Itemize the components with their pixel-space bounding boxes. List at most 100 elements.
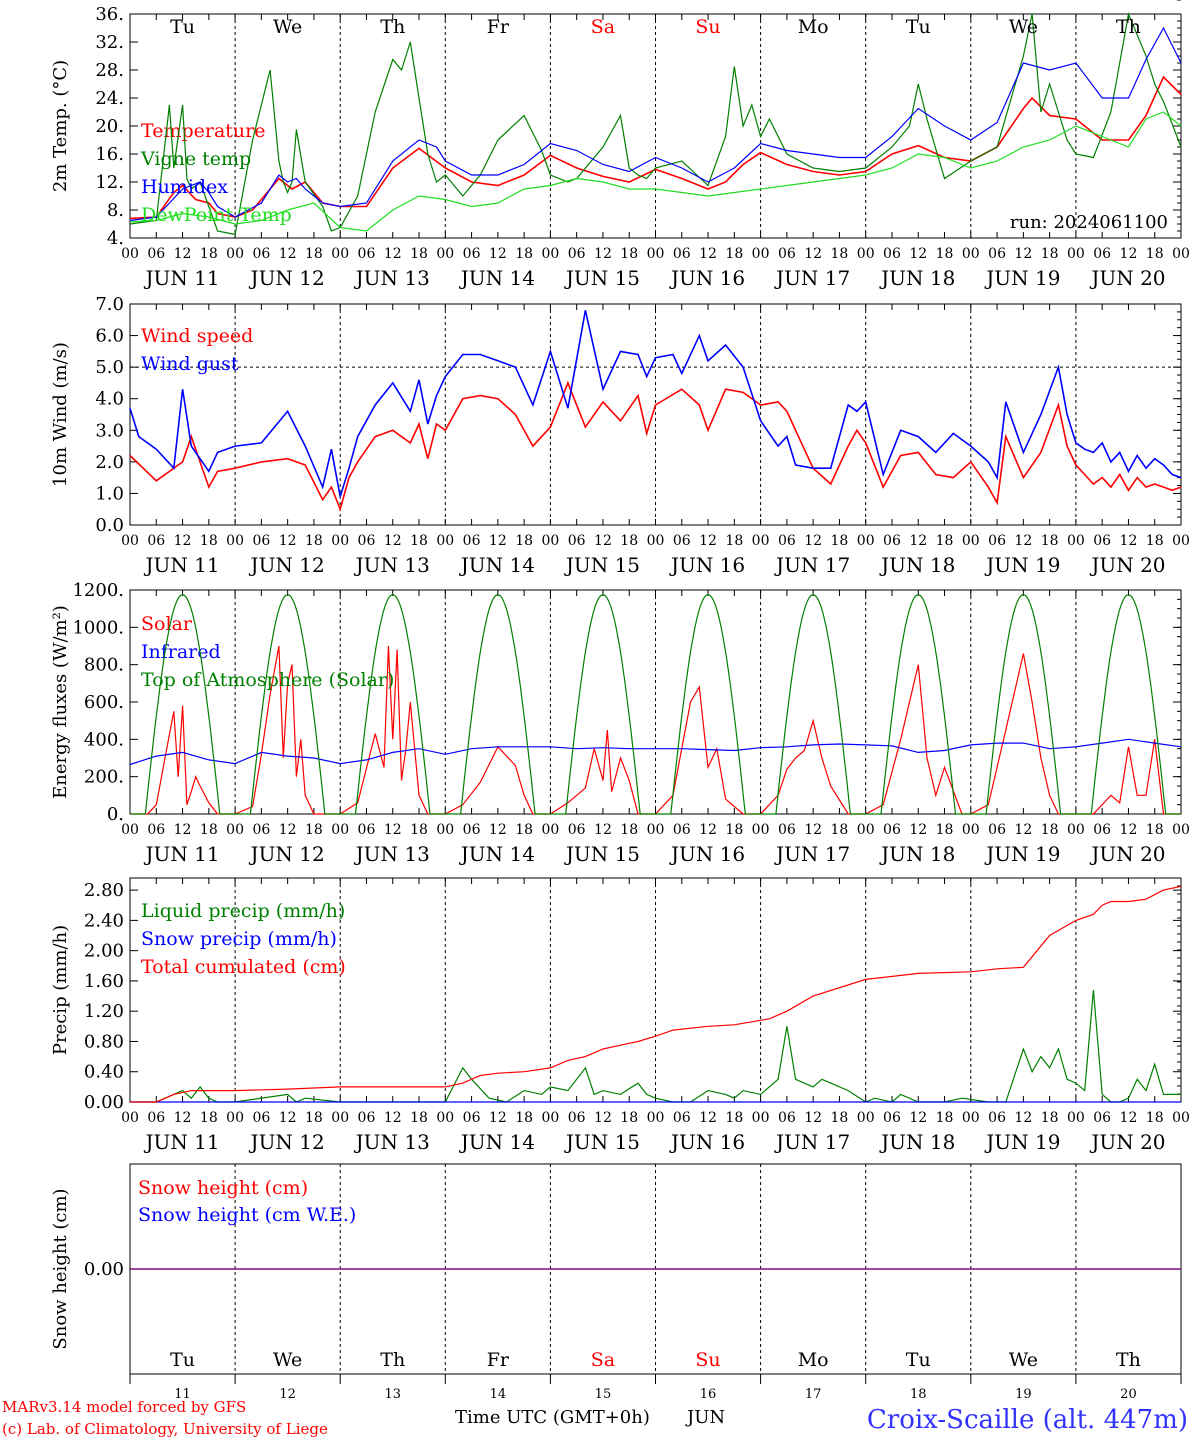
x-tick-label: 18 — [936, 246, 954, 262]
x-tick-label: 06 — [463, 822, 481, 838]
x-tick-label: 00 — [962, 533, 980, 549]
x-tick-label: 18 — [725, 1110, 743, 1126]
panel-2: 0.0 1.0 2.0 3.0 4.0 5.0 6.0 7.0 10m Wind (m/s) 00… — [50, 294, 1190, 577]
x-tick-label: 06 — [988, 533, 1006, 549]
date-label: JUN 16 — [669, 266, 745, 290]
x-tick-label: 12 — [489, 1110, 507, 1126]
date-label: JUN 13 — [354, 553, 430, 577]
x-tick-label: 00 — [331, 533, 349, 549]
x-tick-label: 18 — [200, 822, 218, 838]
date-label: JUN 12 — [249, 266, 325, 290]
x-tick-label: 06 — [988, 1110, 1006, 1126]
y-axis-label: 2m Temp. (°C) — [50, 60, 71, 192]
x-tick-label: 18 — [200, 533, 218, 549]
x-tick-label: 00 — [647, 246, 665, 262]
date-label: JUN 15 — [564, 266, 640, 290]
x-tick-label: 12 — [909, 1110, 927, 1126]
day-number-label: 14 — [490, 1387, 507, 1402]
date-label: JUN 19 — [984, 553, 1060, 577]
x-tick-label: 18 — [725, 822, 743, 838]
date-label: JUN 18 — [879, 553, 955, 577]
x-tick-label: 06 — [463, 246, 481, 262]
day-number-label: 16 — [700, 1387, 717, 1402]
y-axis-label: Snow height (cm) — [50, 1188, 71, 1349]
x-tick-label: 18 — [831, 246, 849, 262]
x-tick-label: 12 — [1120, 822, 1138, 838]
x-tick-label: 18 — [200, 246, 218, 262]
y-tick-label: 200. — [84, 767, 124, 788]
y-axis-label: Energy fluxes (W/m²) — [50, 605, 71, 799]
x-tick-label: 00 — [226, 822, 244, 838]
x-tick-label: 18 — [515, 246, 533, 262]
x-tick-label: 18 — [515, 533, 533, 549]
legend-entry: DewPoint Temp — [141, 204, 292, 226]
x-tick-label: 12 — [699, 822, 717, 838]
date-label: JUN 20 — [1089, 553, 1165, 577]
x-tick-label: 00 — [1067, 246, 1085, 262]
series-line-humidex — [129, 26, 1182, 222]
x-tick-label: 00 — [857, 1110, 875, 1126]
x-tick-label: 00 — [331, 1110, 349, 1126]
x-tick-label: 00 — [121, 822, 139, 838]
x-tick-label: 18 — [725, 246, 743, 262]
y-tick-label: 16. — [95, 144, 124, 165]
x-tick-label: 18 — [620, 822, 638, 838]
day-number-label: 11 — [174, 1387, 191, 1402]
y-tick-label: 2.40 — [84, 910, 124, 931]
x-tick-label: 12 — [174, 246, 192, 262]
x-tick-label: 00 — [1172, 822, 1190, 838]
y-tick-label: 36. — [95, 4, 124, 25]
x-axis-title: Time UTC (GMT+0h) — [455, 1407, 650, 1428]
x-tick-label: 00 — [541, 246, 559, 262]
y-tick-label: 2.00 — [84, 941, 124, 962]
x-tick-label: 18 — [305, 246, 323, 262]
panel-3: 0. 200. 400. 600. 800. 1000. 1200.Energy fluxe… — [50, 580, 1190, 866]
series-line-top-of-atmosphere-solar- — [130, 594, 1181, 815]
date-label: JUN 16 — [669, 842, 745, 866]
x-tick-label: 18 — [831, 822, 849, 838]
x-tick-label: 12 — [594, 822, 612, 838]
day-name-label: Tu — [906, 1349, 931, 1371]
x-tick-label: 12 — [1014, 822, 1032, 838]
x-tick-label: 18 — [1041, 1110, 1059, 1126]
date-label: JUN 17 — [774, 842, 850, 866]
x-tick-label: 06 — [673, 533, 691, 549]
x-tick-label: 00 — [121, 1110, 139, 1126]
x-tick-label: 06 — [252, 533, 270, 549]
y-tick-label: 5.0 — [95, 357, 124, 378]
x-tick-label: 12 — [279, 1110, 297, 1126]
legend-entry: Top of Atmosphere (Solar) — [141, 669, 394, 691]
date-label: JUN 13 — [354, 1130, 430, 1154]
x-tick-label: 06 — [778, 1110, 796, 1126]
day-name-label: Sa — [591, 16, 615, 38]
y-tick-label: 1.60 — [84, 971, 124, 992]
x-tick-label: 06 — [778, 246, 796, 262]
date-label: JUN 14 — [459, 1130, 535, 1154]
x-tick-label: 12 — [279, 246, 297, 262]
x-tick-label: 06 — [883, 1110, 901, 1126]
x-tick-label: 12 — [384, 822, 402, 838]
y-tick-label: 0.00 — [84, 1259, 124, 1280]
day-name-label: Th — [380, 16, 405, 38]
x-tick-label: 18 — [200, 1110, 218, 1126]
series-line-infrared — [129, 738, 1182, 766]
x-tick-label: 12 — [909, 822, 927, 838]
y-tick-label: 6.0 — [95, 326, 124, 347]
date-label: JUN 11 — [143, 842, 219, 866]
x-tick-label: 12 — [489, 822, 507, 838]
date-label: JUN 15 — [564, 553, 640, 577]
x-tick-label: 18 — [1146, 533, 1164, 549]
x-tick-label: 00 — [541, 533, 559, 549]
x-tick-label: 00 — [857, 533, 875, 549]
x-tick-label: 18 — [620, 246, 638, 262]
x-tick-label: 06 — [358, 246, 376, 262]
x-tick-label: 06 — [1093, 822, 1111, 838]
x-tick-label: 00 — [752, 822, 770, 838]
y-tick-label: 1200. — [72, 580, 124, 601]
x-tick-label: 00 — [226, 533, 244, 549]
x-tick-label: 18 — [1146, 246, 1164, 262]
day-number-label: 19 — [1015, 1387, 1032, 1402]
day-name-label: Tu — [906, 16, 931, 38]
x-tick-label: 12 — [699, 246, 717, 262]
day-name-label: We — [1009, 16, 1038, 38]
